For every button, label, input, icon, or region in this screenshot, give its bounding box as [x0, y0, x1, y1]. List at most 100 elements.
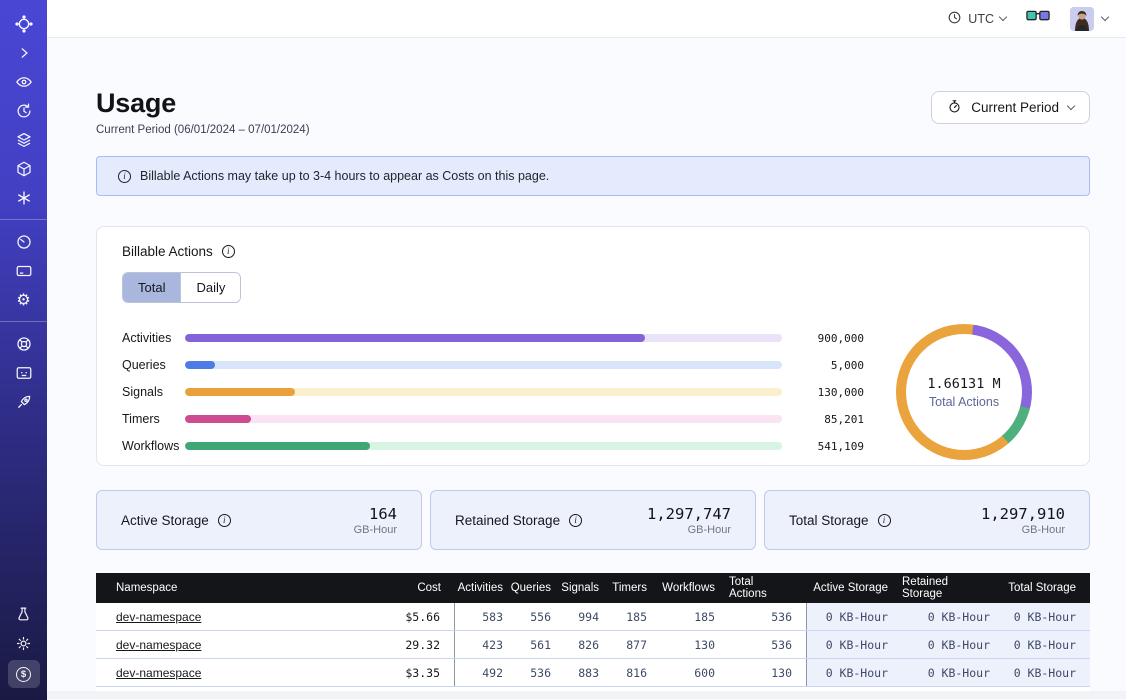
total-storage-card: Total Storage i 1,297,910 GB-Hour: [764, 490, 1090, 550]
bar-label: Activities: [122, 331, 185, 345]
bottom-band: [47, 691, 1126, 699]
feedback-glasses-icon[interactable]: [1026, 8, 1050, 29]
bar-value: 541,109: [792, 440, 864, 453]
namespace-link[interactable]: dev-namespace: [116, 638, 201, 652]
cost-cell: $5.66: [360, 603, 455, 630]
history-icon[interactable]: [8, 98, 40, 123]
layers-icon[interactable]: [8, 127, 40, 152]
col-total-actions: Total Actions: [729, 573, 806, 603]
billable-actions-card: Billable Actions i Total Daily Activitie…: [96, 226, 1090, 466]
table-row: dev-namespace$5.665835569941851855360 KB…: [96, 603, 1090, 631]
support-lifebuoy-icon[interactable]: [8, 331, 40, 356]
tab-total[interactable]: Total: [123, 273, 180, 302]
cost-cell: $3.35: [360, 659, 455, 686]
timezone-selector[interactable]: UTC: [947, 10, 1006, 28]
billable-actions-title: Billable Actions: [122, 244, 213, 259]
info-icon[interactable]: i: [569, 514, 582, 527]
bar-fill: [185, 442, 370, 450]
donut-total-label: Total Actions: [929, 395, 999, 409]
topbar: UTC: [47, 0, 1126, 38]
chevron-down-icon: [1067, 102, 1075, 110]
cost-cell: 29.32: [360, 631, 455, 658]
usage-gauge-icon[interactable]: [8, 229, 40, 254]
bar-value: 130,000: [792, 386, 864, 399]
info-icon[interactable]: i: [878, 514, 891, 527]
clock-icon: [947, 10, 962, 28]
bar-row-queries: Queries5,000: [122, 361, 864, 370]
storage-cell: 0 KB-Hour: [1004, 631, 1090, 658]
bar-track: [185, 334, 782, 342]
actions-cell: 536: [729, 603, 806, 630]
asterisk-icon[interactable]: [8, 185, 40, 210]
actions-cell: 130: [729, 659, 806, 686]
storage-card-value: 1,297,747: [647, 505, 731, 523]
actions-cell: 185: [661, 603, 729, 630]
namespace-link[interactable]: dev-namespace: [116, 666, 201, 680]
info-banner: i Billable Actions may take up to 3-4 ho…: [96, 156, 1090, 196]
col-timers: Timers: [613, 573, 661, 603]
bar-label: Signals: [122, 385, 185, 399]
bar-row-signals: Signals 130,000: [122, 388, 864, 397]
credits-dollar-icon[interactable]: $: [8, 660, 40, 688]
bar-row-activities: Activities900,000: [122, 334, 864, 343]
bar-fill: [185, 361, 215, 369]
billing-card-icon[interactable]: [8, 258, 40, 283]
cube-icon[interactable]: [8, 156, 40, 181]
namespace-cell[interactable]: dev-namespace: [96, 603, 360, 630]
storage-card-value: 164: [354, 505, 397, 523]
storage-card-label: Retained Storage: [455, 513, 560, 528]
current-period-button[interactable]: Current Period: [931, 91, 1090, 124]
usage-page: Usage Current Period (06/01/2024 – 07/01…: [47, 38, 1126, 700]
console-icon[interactable]: [8, 360, 40, 385]
table-row: dev-namespace$3.354925368838166001300 KB…: [96, 659, 1090, 687]
temporal-logo-icon[interactable]: [8, 11, 40, 36]
bar-row-timers: Timers 85,201: [122, 415, 864, 424]
banner-text: Billable Actions may take up to 3-4 hour…: [140, 169, 549, 183]
user-menu[interactable]: [1070, 7, 1108, 31]
actions-cell: 583: [455, 603, 517, 630]
info-icon[interactable]: i: [218, 514, 231, 527]
settings-gear-icon[interactable]: ⚙: [8, 287, 40, 312]
storage-cell: 0 KB-Hour: [806, 631, 902, 658]
bar-track: [185, 415, 782, 423]
table-header: Namespace Cost Activities Queries Signal…: [96, 573, 1090, 603]
actions-cell: 492: [455, 659, 517, 686]
bar-track: [185, 442, 782, 450]
page-subtitle: Current Period (06/01/2024 – 07/01/2024): [96, 124, 310, 136]
storage-cell: 0 KB-Hour: [1004, 659, 1090, 686]
bar-label: Timers: [122, 412, 185, 426]
bar-fill: [185, 388, 295, 396]
col-signals: Signals: [565, 573, 613, 603]
bar-fill: [185, 415, 251, 423]
storage-cell: 0 KB-Hour: [902, 631, 1004, 658]
rocket-icon[interactable]: [8, 389, 40, 414]
info-icon[interactable]: i: [222, 245, 235, 258]
namespace-cell[interactable]: dev-namespace: [96, 631, 360, 658]
namespace-cell[interactable]: dev-namespace: [96, 659, 360, 686]
storage-cell: 0 KB-Hour: [806, 659, 902, 686]
sidebar: ⚙: [0, 0, 47, 700]
tab-daily[interactable]: Daily: [180, 273, 240, 302]
total-actions-donut-chart: 1.66131 M Total Actions: [896, 324, 1032, 460]
actions-cell: 536: [517, 659, 565, 686]
bar-label: Workflows: [122, 439, 185, 453]
labs-flask-icon[interactable]: [8, 602, 40, 627]
billable-bar-chart: Activities900,000 Queries5,000 Signals 130,…: [122, 334, 864, 451]
actions-cell: 826: [565, 631, 613, 658]
theme-sun-icon[interactable]: [8, 631, 40, 656]
avatar: [1070, 7, 1094, 31]
expand-sidebar-chevron-icon[interactable]: [8, 40, 40, 65]
sidebar-divider: [0, 219, 47, 220]
col-namespace: Namespace: [96, 573, 360, 603]
bar-value: 85,201: [792, 413, 864, 426]
total-daily-toggle: Total Daily: [122, 272, 241, 303]
bar-track: [185, 388, 782, 396]
storage-card-value: 1,297,910: [981, 505, 1065, 523]
bar-value: 5,000: [792, 359, 864, 372]
app-root: ⚙: [0, 0, 1126, 700]
namespaces-icon[interactable]: [8, 69, 40, 94]
page-title: Usage: [96, 88, 310, 119]
namespace-link[interactable]: dev-namespace: [116, 610, 201, 624]
sidebar-divider: [0, 321, 47, 322]
namespace-usage-table: Namespace Cost Activities Queries Signal…: [96, 573, 1090, 691]
